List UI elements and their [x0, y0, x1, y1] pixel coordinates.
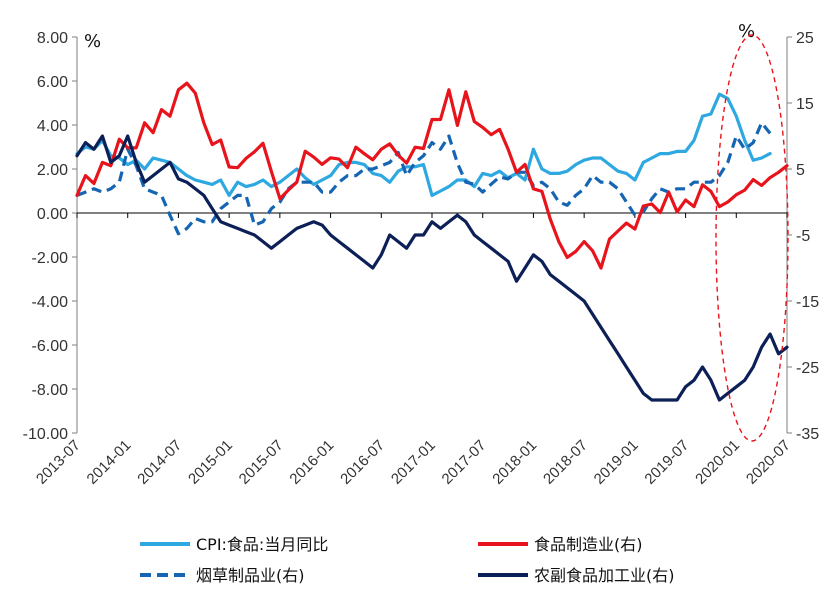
x-tick-label: 2014-07 [134, 437, 185, 488]
legend-item-agri-food-processing: 农副食品加工业(右) [478, 566, 675, 585]
x-tick-label: 2020-07 [743, 437, 794, 488]
series-line-3 [77, 136, 787, 400]
x-tick-label: 2019-01 [591, 437, 642, 488]
ticks-layer: 8.00 6.00 4.00 2.00 0.00 -2.00 -4.00 -6.00 -8.00… [23, 30, 820, 488]
x-tick-label: 2018-07 [540, 437, 591, 488]
x-tick-label: 2018-01 [489, 437, 540, 488]
x-tick-label: 2016-01 [286, 437, 337, 488]
x-tick-label: 2019-07 [641, 437, 692, 488]
legend-label-tobacco: 烟草制品业(右) [196, 566, 305, 585]
x-tick-label: 2016-07 [337, 437, 388, 488]
highlight-ellipse [716, 35, 788, 441]
axes-layer [77, 37, 787, 433]
left-tick-label: 8.00 [37, 30, 68, 47]
series-layer [77, 83, 787, 400]
x-tick-label: 2017-07 [439, 437, 490, 488]
legend-label-food-manufacturing: 食品制造业(右) [534, 535, 643, 554]
left-axis-unit: % [84, 31, 101, 52]
x-tick-label: 2015-01 [185, 437, 236, 488]
right-tick-label: -35 [796, 426, 819, 443]
right-tick-label: 5 [796, 162, 805, 179]
left-tick-label: -2.00 [32, 250, 69, 267]
legend-label-agri-food-processing: 农副食品加工业(右) [534, 566, 675, 585]
right-tick-label: 15 [796, 96, 814, 113]
left-tick-label: -8.00 [32, 382, 69, 399]
left-tick-label: -6.00 [32, 338, 69, 355]
right-axis-unit: % [738, 21, 755, 42]
left-tick-label: 4.00 [37, 118, 68, 135]
left-tick-label: 0.00 [37, 206, 68, 223]
left-tick-label: -10.00 [23, 426, 68, 443]
series-line-1 [77, 83, 787, 268]
legend-label-cpi: CPI:食品:当月同比 [196, 535, 328, 554]
legend-item-cpi: CPI:食品:当月同比 [140, 535, 328, 554]
right-tick-label: -25 [796, 360, 819, 377]
right-tick-label: -15 [796, 294, 819, 311]
right-tick-label: 25 [796, 30, 814, 47]
legend: CPI:食品:当月同比 食品制造业(右) 烟草制品业(右) 农副食品加工业(右) [140, 535, 675, 585]
legend-item-tobacco: 烟草制品业(右) [140, 566, 305, 585]
left-tick-label: -4.00 [32, 294, 69, 311]
x-tick-label: 2017-01 [388, 437, 439, 488]
left-tick-label: 6.00 [37, 74, 68, 91]
legend-item-food-manufacturing: 食品制造业(右) [478, 535, 643, 554]
right-tick-label: -5 [796, 228, 810, 245]
x-tick-label: 2014-01 [84, 437, 135, 488]
x-tick-label: 2015-07 [236, 437, 287, 488]
x-tick-label: 2020-01 [692, 437, 743, 488]
x-tick-label: 2013-07 [33, 437, 84, 488]
left-tick-label: 2.00 [37, 162, 68, 179]
